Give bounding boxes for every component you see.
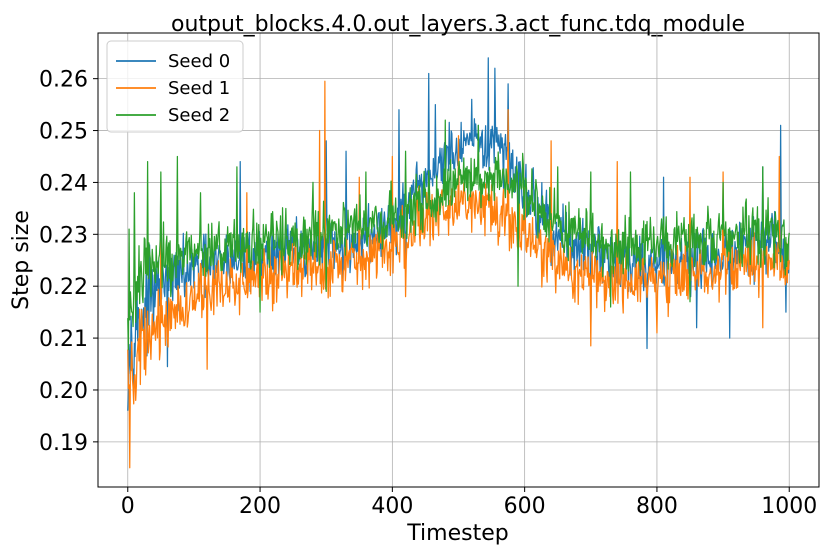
x-axis-ticks: 0 200 400 600 800 1000 [121,487,817,519]
legend-label: Seed 2 [168,105,230,126]
legend-label: Seed 1 [168,78,230,99]
x-tick-label: 0 [121,494,135,519]
plot-frame [97,32,820,488]
y-axis-label: Step size [9,210,34,310]
y-tick-label: 0.20 [39,379,88,404]
x-tick-label: 1000 [761,494,817,519]
y-axis-ticks: 0.19 0.20 0.21 0.22 0.23 0.24 0.25 0.26 [39,68,98,456]
y-tick-label: 0.21 [39,327,88,352]
y-tick-label: 0.26 [39,68,88,93]
y-tick-label: 0.25 [39,120,88,145]
series-line-seed-2 [127,119,790,351]
x-tick-label: 200 [239,494,281,519]
y-tick-label: 0.19 [39,431,88,456]
x-tick-label: 400 [371,494,413,519]
legend-label: Seed 0 [168,51,230,72]
x-tick-label: 800 [636,494,678,519]
y-tick-label: 0.22 [39,275,88,300]
y-tick-label: 0.23 [39,223,88,248]
x-tick-label: 600 [504,494,546,519]
x-axis-label: Timestep [406,521,508,546]
y-tick-label: 0.24 [39,171,88,196]
series-line-seed-1 [127,80,790,469]
legend: Seed 0 Seed 1 Seed 2 [106,40,244,133]
legend-box [106,40,244,133]
series-lines [127,57,790,469]
